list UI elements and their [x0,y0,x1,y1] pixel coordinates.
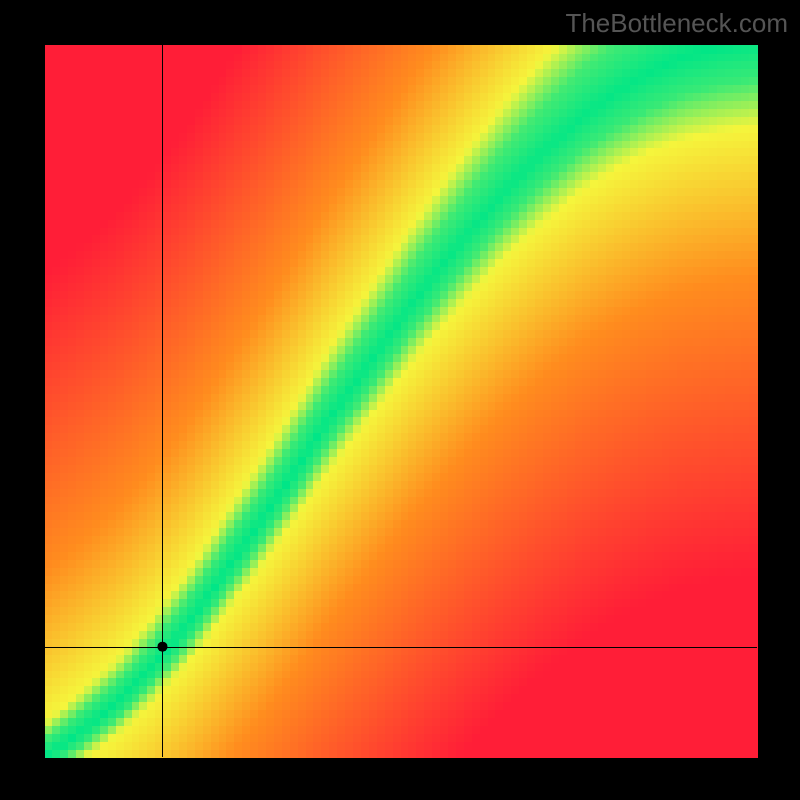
bottleneck-heatmap [0,0,800,800]
watermark-label: TheBottleneck.com [565,8,788,39]
chart-container: TheBottleneck.com [0,0,800,800]
